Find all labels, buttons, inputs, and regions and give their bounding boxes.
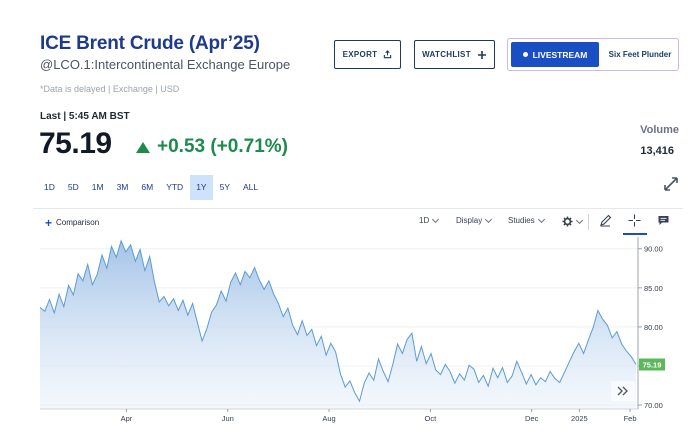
x-tick-label: Aug xyxy=(322,414,335,423)
range-6m[interactable]: 6M xyxy=(141,182,154,192)
last-price: 75.19 xyxy=(39,127,112,160)
livestream-widget[interactable]: LIVESTREAM Six Feet Plunder xyxy=(507,38,679,71)
price-area xyxy=(40,240,636,409)
settings-dropdown[interactable] xyxy=(562,216,584,227)
chat-icon[interactable] xyxy=(657,214,670,227)
display-dropdown[interactable]: Display xyxy=(456,215,493,225)
plus-icon xyxy=(477,50,487,60)
x-tick-label: Feb xyxy=(624,414,637,423)
display-label: Display xyxy=(456,216,483,225)
volume-value: 13,416 xyxy=(640,145,674,157)
settings-icon xyxy=(562,216,573,227)
chart-toolbar: + Comparison 1D Display Studies xyxy=(33,209,683,237)
y-tick-label: 70.00 xyxy=(644,401,663,410)
range-1m[interactable]: 1M xyxy=(91,182,104,192)
range-5y[interactable]: 5Y xyxy=(219,182,230,192)
livestream-label: LIVESTREAM xyxy=(532,49,588,60)
range-3m[interactable]: 3M xyxy=(116,182,129,192)
x-axis-ticks: Apr Jun Aug Oct Dec 2025 Feb xyxy=(121,409,637,423)
watchlist-label: WATCHLIST xyxy=(422,50,471,59)
chevron-down-icon xyxy=(575,216,584,224)
scroll-right-button[interactable] xyxy=(611,381,635,401)
up-triangle-icon xyxy=(136,141,150,153)
crosshair-active-indicator xyxy=(623,233,647,235)
pencil-icon[interactable] xyxy=(599,214,612,227)
delayed-note: *Data is delayed | Exchange | USD xyxy=(40,84,180,94)
range-all[interactable]: ALL xyxy=(243,182,259,192)
x-tick-label: Oct xyxy=(425,414,438,423)
livestream-show-title[interactable]: Six Feet Plunder xyxy=(608,50,672,59)
range-5d[interactable]: 5D xyxy=(67,182,79,192)
last-price-tag-label: 75.19 xyxy=(643,361,662,370)
page-title: ICE Brent Crude (Apr’25) xyxy=(40,33,260,54)
watchlist-button[interactable]: WATCHLIST xyxy=(414,40,495,69)
x-tick-label: Dec xyxy=(525,414,539,423)
volume-label: Volume xyxy=(640,124,679,136)
crosshair-icon[interactable] xyxy=(628,214,641,227)
y-tick-label: 90.00 xyxy=(644,245,663,254)
symbol-exchange: @LCO.1:Intercontinental Exchange Europe xyxy=(40,57,291,72)
range-ytd[interactable]: YTD xyxy=(166,182,184,192)
time-range-selector: 1D 5D 1M 3M 6M YTD 1Y 5Y ALL xyxy=(38,175,265,200)
y-tick-label: 85.00 xyxy=(644,284,663,293)
chevron-down-icon xyxy=(537,215,545,223)
interval-label: 1D xyxy=(419,216,430,225)
x-tick-label: 2025 xyxy=(571,414,588,423)
price-line xyxy=(39,239,637,403)
chart-panel: + Comparison 1D Display Studies xyxy=(33,208,683,438)
livestream-button[interactable]: LIVESTREAM xyxy=(511,42,599,67)
export-button[interactable]: EXPORT xyxy=(334,40,401,69)
share-icon xyxy=(383,50,392,59)
comparison-label: Comparison xyxy=(56,218,100,227)
range-1d[interactable]: 1D xyxy=(44,182,55,192)
export-label: EXPORT xyxy=(342,50,378,59)
comparison-button[interactable]: + Comparison xyxy=(45,215,100,230)
studies-dropdown[interactable]: Studies xyxy=(508,215,545,225)
y-tick-label: 80.00 xyxy=(644,323,663,332)
last-trade-time: Last | 5:45 AM BST xyxy=(40,111,130,122)
comparison-plus-icon: + xyxy=(45,215,53,230)
last-price-tag-bg xyxy=(639,358,665,371)
x-tick-label: Jun xyxy=(222,414,234,423)
expand-icon[interactable] xyxy=(662,175,680,193)
live-dot-icon xyxy=(522,52,528,57)
range-1y[interactable]: 1Y xyxy=(190,175,213,200)
chevron-down-icon xyxy=(432,215,440,223)
last-price-tag: 75.19 xyxy=(639,358,665,371)
price-change-value: +0.53 (+0.71%) xyxy=(157,136,288,157)
price-change: +0.53 (+0.71%) xyxy=(136,136,288,158)
x-tick-label: Apr xyxy=(121,414,133,423)
double-chevron-right-icon xyxy=(617,386,628,396)
studies-label: Studies xyxy=(508,216,535,225)
interval-dropdown[interactable]: 1D xyxy=(419,215,440,225)
toolbar-divider xyxy=(588,214,589,230)
chevron-down-icon xyxy=(485,215,493,223)
